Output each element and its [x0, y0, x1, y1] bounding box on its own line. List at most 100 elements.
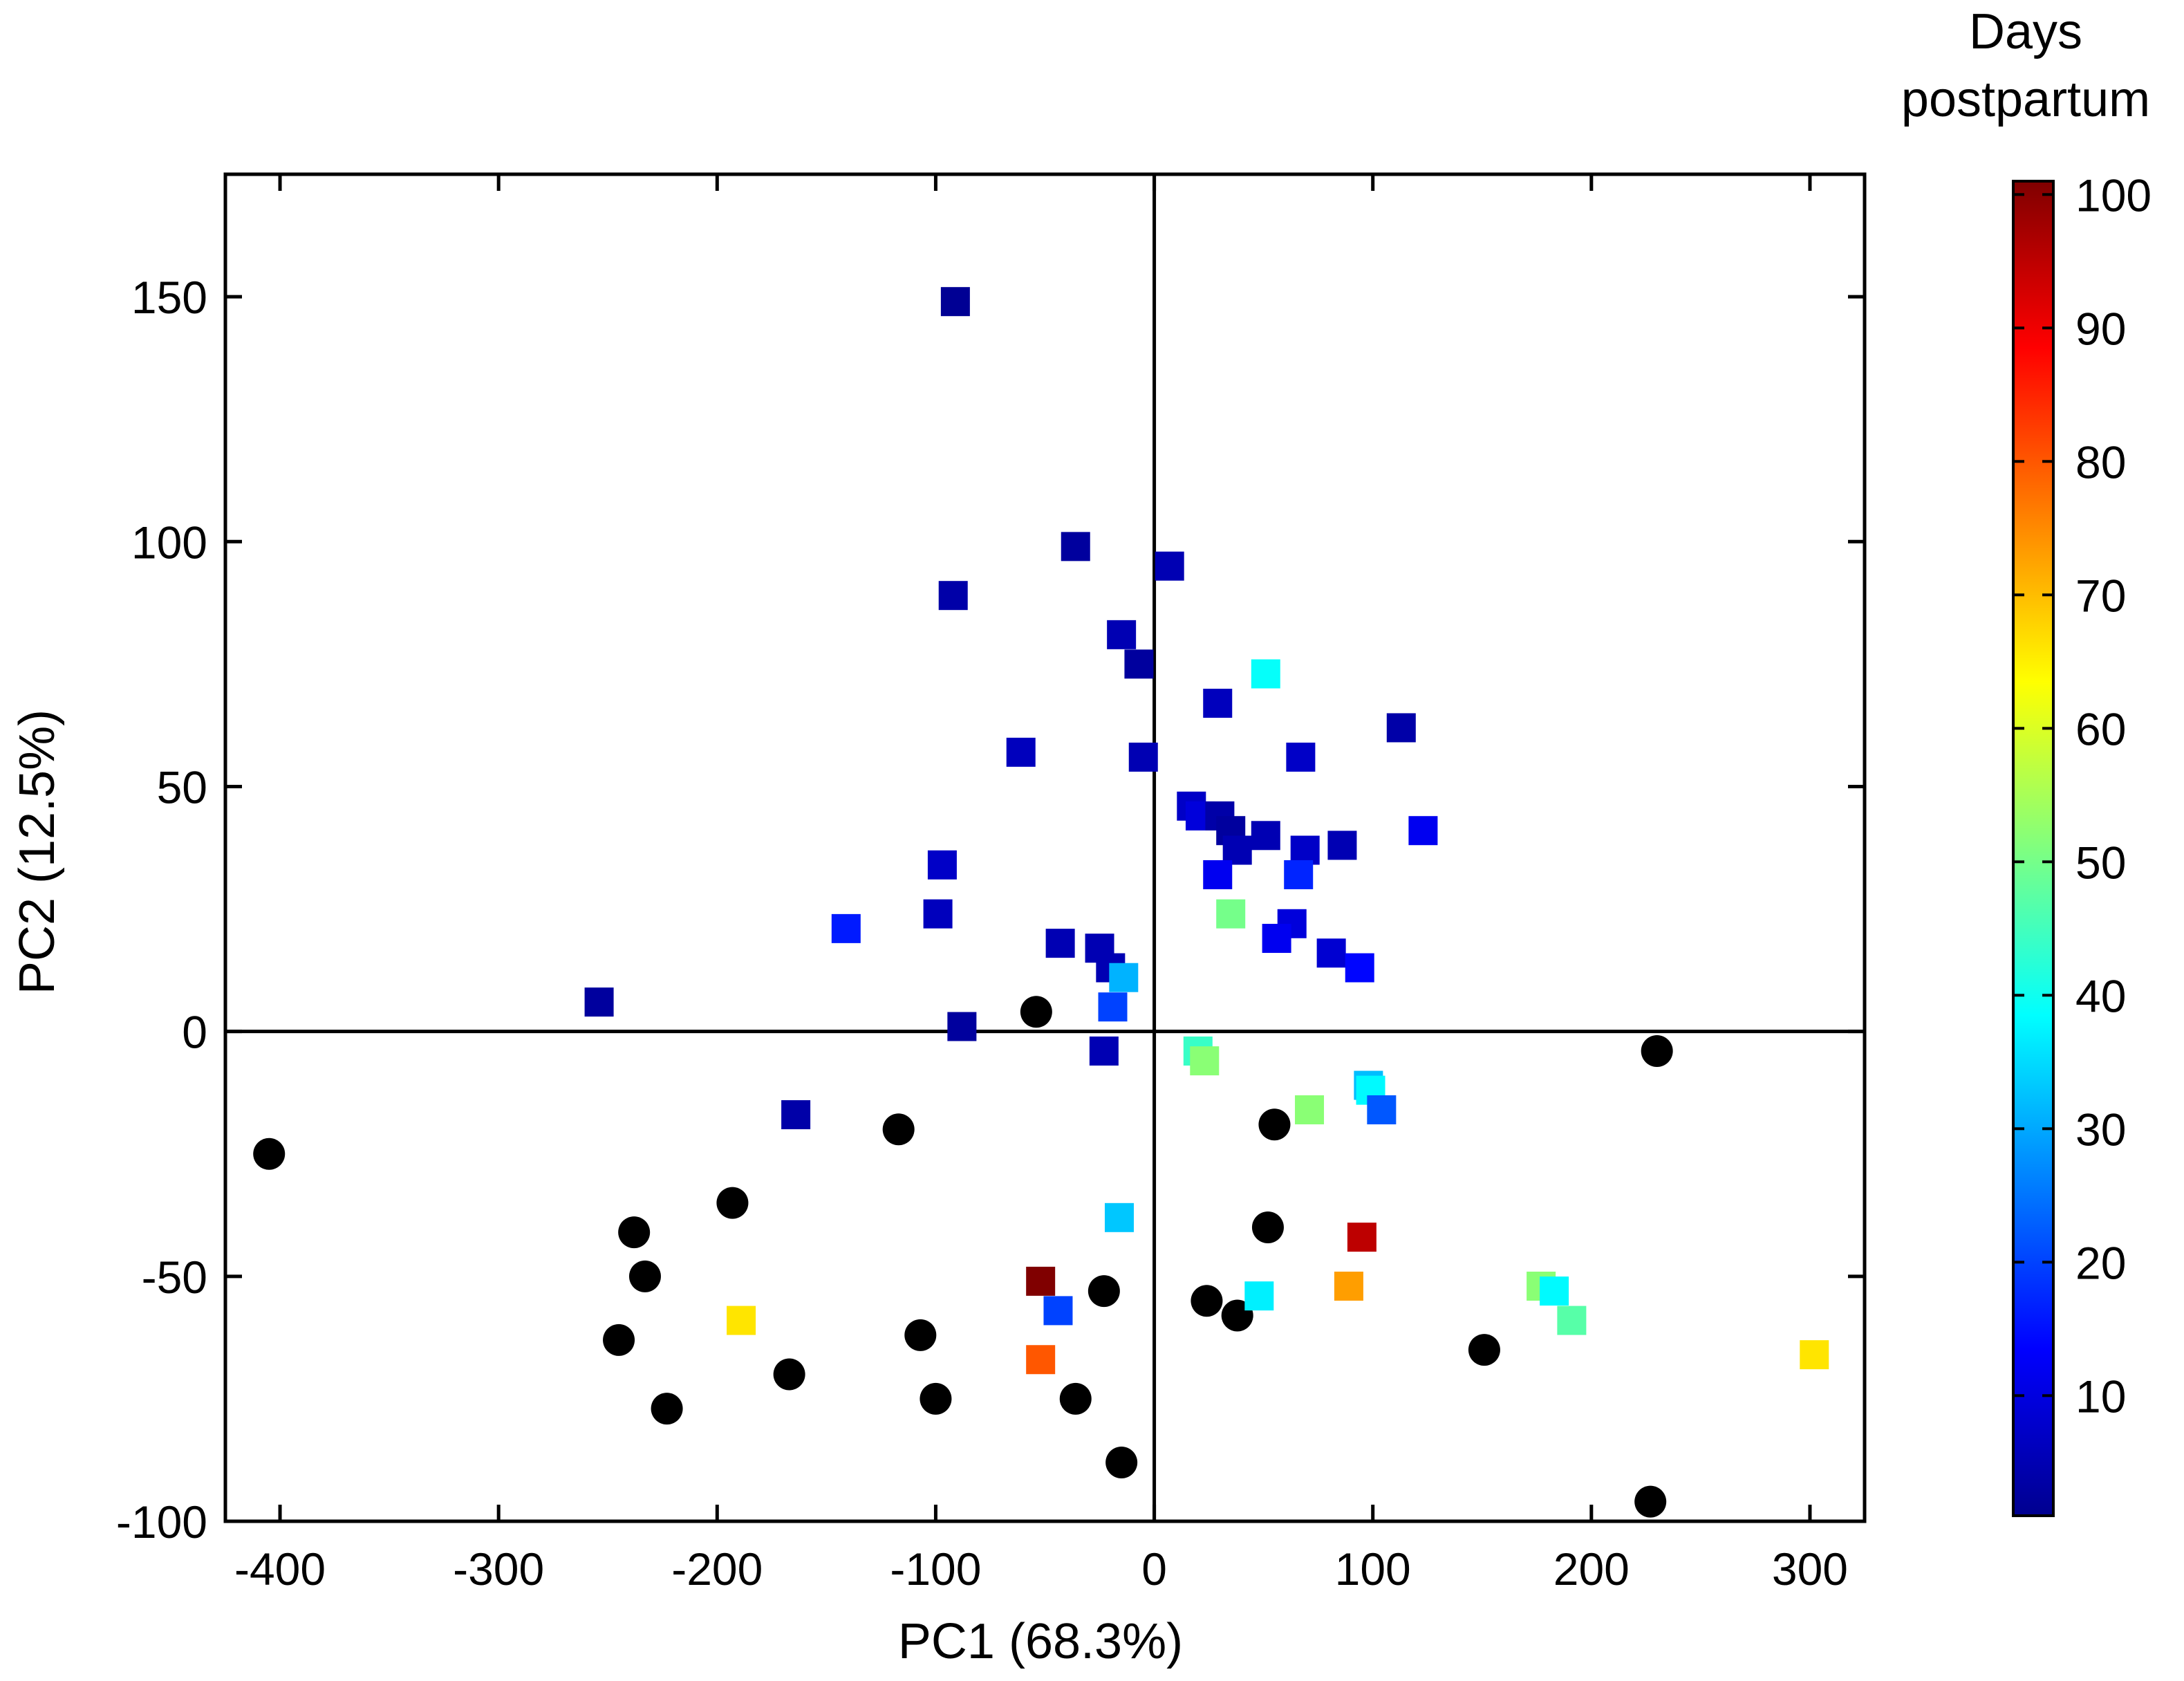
data-point-square	[1089, 1036, 1119, 1066]
data-point-square	[1345, 953, 1374, 983]
data-point-square	[1006, 737, 1036, 767]
data-point-square	[1203, 689, 1233, 718]
data-point-square	[1203, 860, 1233, 889]
data-point-circle	[920, 1382, 952, 1415]
x-tick-label: -300	[453, 1543, 544, 1595]
data-point-square	[1128, 742, 1158, 772]
colorbar-tick-label: 100	[2075, 169, 2152, 221]
data-point-square	[1107, 620, 1137, 649]
data-point-circle	[253, 1137, 286, 1170]
data-point-square	[1408, 816, 1438, 846]
y-tick-label: 0	[182, 1007, 207, 1058]
y-axis-label: PC2 (12.5%)	[10, 709, 65, 994]
x-axis-label: PC1 (68.3%)	[898, 1614, 1183, 1669]
data-point-square	[1026, 1266, 1056, 1296]
data-point-circle	[904, 1319, 937, 1351]
data-point-square	[1800, 1340, 1829, 1370]
x-tick-label: -100	[890, 1543, 981, 1595]
data-point-circle	[1258, 1108, 1291, 1141]
data-point-square	[1124, 649, 1154, 679]
x-tick-label: 100	[1335, 1543, 1411, 1595]
colorbar: 10 20 30 40 50 60 70 80 90 100	[2012, 169, 2152, 1517]
data-point-square	[1216, 899, 1246, 929]
data-point-square	[1061, 532, 1090, 561]
data-point-square	[940, 287, 970, 317]
data-point-circle	[1634, 1485, 1667, 1518]
data-point-square	[1327, 830, 1357, 860]
data-point-square	[1386, 713, 1416, 743]
colorbar-title-line-2: postpartum	[1901, 72, 2150, 127]
data-point-square	[1104, 1202, 1134, 1232]
x-tick-label: 0	[1141, 1543, 1167, 1595]
data-point-square	[1244, 1281, 1274, 1311]
x-tick-label: -400	[234, 1543, 326, 1595]
data-point-square	[1367, 1095, 1397, 1124]
y-tick-label: -50	[142, 1252, 207, 1303]
data-point-square	[1251, 659, 1280, 689]
data-point-square	[927, 850, 957, 880]
colorbar-tick-label: 90	[2075, 303, 2126, 354]
data-point-square	[1251, 821, 1280, 851]
data-point-circle	[651, 1393, 683, 1425]
data-point-square	[938, 581, 968, 611]
data-point-circle	[1251, 1211, 1284, 1243]
data-point-circle	[1641, 1034, 1673, 1067]
data-point-square	[1284, 860, 1314, 889]
data-point-circle	[1059, 1382, 1092, 1415]
data-point-circle	[603, 1324, 635, 1356]
data-point-circle	[618, 1216, 651, 1249]
data-point-circle	[1468, 1334, 1500, 1366]
data-point-square	[781, 1100, 811, 1130]
data-point-square	[1286, 742, 1316, 772]
data-point-square	[727, 1306, 756, 1335]
data-point-square	[1043, 1296, 1073, 1326]
colorbar-tick-label: 30	[2075, 1104, 2126, 1155]
colorbar-title-line-1: Days	[1969, 4, 2082, 59]
data-point-circle	[716, 1187, 749, 1219]
plot-frame	[223, 172, 1867, 1523]
data-point-square	[1262, 924, 1291, 954]
colorbar-tick-label: 50	[2075, 837, 2126, 888]
data-point-square	[1290, 835, 1320, 865]
axes: -400 -300 -200 -100 0 100 200 300 -100 -50 0 50 100 1…	[116, 172, 1867, 1595]
data-point-square	[1109, 963, 1139, 992]
data-point-square	[1316, 938, 1346, 968]
data-point-square	[1557, 1306, 1587, 1335]
data-point-square	[1098, 992, 1128, 1022]
data-point-square	[1045, 929, 1075, 958]
data-point-circle	[1020, 996, 1052, 1028]
plot-area	[225, 174, 1865, 1521]
x-tick-label: 300	[1772, 1543, 1848, 1595]
data-point-circle	[628, 1260, 661, 1292]
y-tick-label: 150	[131, 272, 207, 323]
data-point-square	[1295, 1095, 1325, 1124]
data-point-square	[1347, 1223, 1376, 1252]
data-point-square	[584, 987, 614, 1017]
data-point-circle	[1105, 1446, 1138, 1478]
data-point-square	[923, 899, 953, 929]
colorbar-gradient	[2013, 181, 2053, 1516]
colorbar-tick-label: 20	[2075, 1237, 2126, 1288]
data-point-circle	[882, 1113, 915, 1146]
data-point-circle	[1191, 1285, 1223, 1317]
data-point-square	[1190, 1046, 1220, 1076]
y-tick-label: 50	[157, 761, 207, 812]
colorbar-tick-label: 70	[2075, 570, 2126, 621]
data-point-square	[947, 1012, 977, 1041]
y-tick-label: -100	[116, 1496, 207, 1548]
colorbar-tick-label: 80	[2075, 436, 2126, 487]
data-point-square	[1155, 551, 1184, 581]
data-point-square	[1222, 835, 1252, 865]
colorbar-frame	[2012, 180, 2055, 1517]
data-point-square	[831, 913, 861, 943]
x-tick-label: -200	[671, 1543, 763, 1595]
data-point-circle	[1088, 1275, 1120, 1308]
x-tick-label: 200	[1553, 1543, 1630, 1595]
colorbar-tick-label: 40	[2075, 970, 2126, 1021]
data-point-square	[1026, 1345, 1056, 1375]
colorbar-tick-label: 60	[2075, 703, 2126, 754]
colorbar-tick-label: 10	[2075, 1371, 2126, 1422]
data-point-circle	[773, 1358, 805, 1391]
